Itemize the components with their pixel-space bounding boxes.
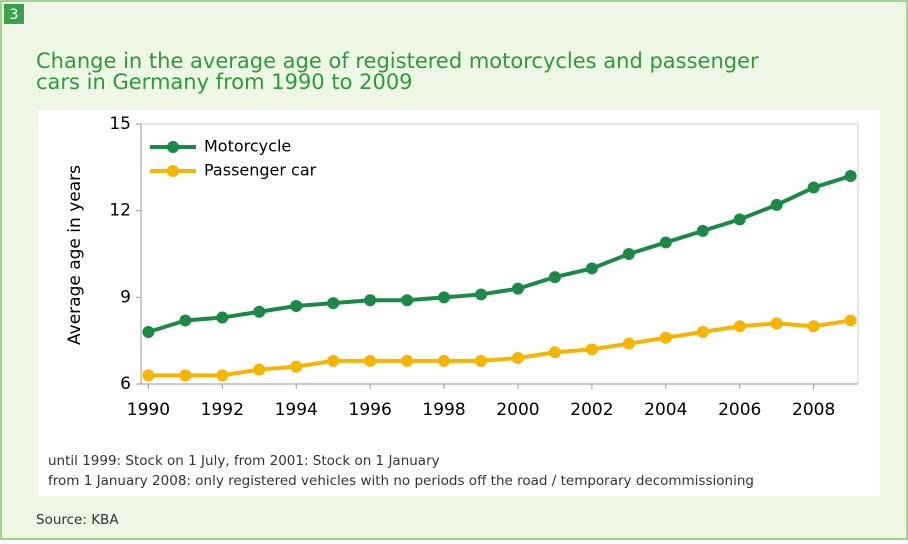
marker bbox=[401, 354, 414, 367]
marker bbox=[438, 291, 451, 304]
marker bbox=[438, 354, 451, 367]
marker bbox=[659, 331, 672, 344]
marker bbox=[659, 236, 672, 249]
panel bbox=[38, 110, 880, 496]
marker bbox=[844, 314, 857, 327]
y-tick-label: 9 bbox=[120, 287, 131, 307]
legend-label: Passenger car bbox=[204, 161, 317, 180]
marker bbox=[364, 294, 377, 307]
y-tick-label: 15 bbox=[109, 114, 131, 134]
x-tick-label: 2008 bbox=[792, 400, 835, 420]
x-tick-label: 1998 bbox=[422, 400, 465, 420]
marker bbox=[179, 369, 192, 382]
marker bbox=[622, 248, 635, 260]
marker bbox=[475, 354, 488, 367]
y-tick-label: 6 bbox=[120, 374, 131, 394]
series-line bbox=[148, 318, 851, 378]
x-tick-label: 1990 bbox=[127, 400, 170, 420]
legend-marker bbox=[167, 141, 179, 153]
chart-title: Change in the average age of registered … bbox=[36, 49, 759, 94]
marker bbox=[733, 213, 746, 226]
marker bbox=[142, 369, 155, 382]
x-tick-label: 2006 bbox=[718, 400, 761, 420]
badge-box bbox=[4, 4, 24, 24]
marker bbox=[179, 314, 192, 327]
marker bbox=[807, 181, 820, 194]
marker bbox=[622, 337, 635, 350]
marker bbox=[844, 170, 857, 182]
marker bbox=[327, 354, 340, 367]
y-tick-label: 12 bbox=[109, 201, 131, 221]
marker bbox=[511, 352, 524, 364]
marker bbox=[216, 369, 229, 382]
marker bbox=[216, 311, 229, 324]
marker bbox=[696, 326, 709, 338]
marker bbox=[253, 305, 266, 318]
x-tick-label: 2004 bbox=[644, 400, 687, 420]
marker bbox=[142, 326, 155, 338]
marker bbox=[253, 363, 266, 376]
x-tick-label: 2000 bbox=[496, 400, 539, 420]
marker bbox=[807, 320, 820, 333]
marker bbox=[696, 224, 709, 237]
legend-marker bbox=[167, 165, 179, 177]
marker bbox=[548, 346, 561, 359]
series-line bbox=[147, 174, 852, 334]
note: until 1999: Stock on 1 July, from 2001: … bbox=[48, 453, 440, 469]
marker bbox=[770, 317, 783, 330]
marker bbox=[364, 354, 377, 367]
marker bbox=[585, 343, 598, 356]
x-tick-label: 1994 bbox=[275, 400, 318, 420]
marker bbox=[733, 320, 746, 333]
marker bbox=[511, 282, 524, 295]
marker bbox=[585, 262, 598, 275]
source: Source: KBA bbox=[36, 512, 119, 528]
x-tick-label: 1996 bbox=[349, 400, 392, 420]
marker bbox=[327, 297, 340, 310]
x-tick-label: 2002 bbox=[570, 400, 613, 420]
marker bbox=[401, 294, 414, 307]
badge: 3 bbox=[10, 7, 19, 23]
legend-label: Motorcycle bbox=[204, 137, 291, 156]
y-axis-label: Average age in years bbox=[65, 165, 85, 345]
marker bbox=[548, 271, 561, 284]
marker bbox=[475, 288, 488, 301]
marker bbox=[770, 198, 783, 211]
marker bbox=[290, 300, 303, 312]
marker bbox=[290, 360, 303, 373]
x-tick-label: 1992 bbox=[201, 400, 244, 420]
note: from 1 January 2008: only registered veh… bbox=[48, 473, 754, 489]
